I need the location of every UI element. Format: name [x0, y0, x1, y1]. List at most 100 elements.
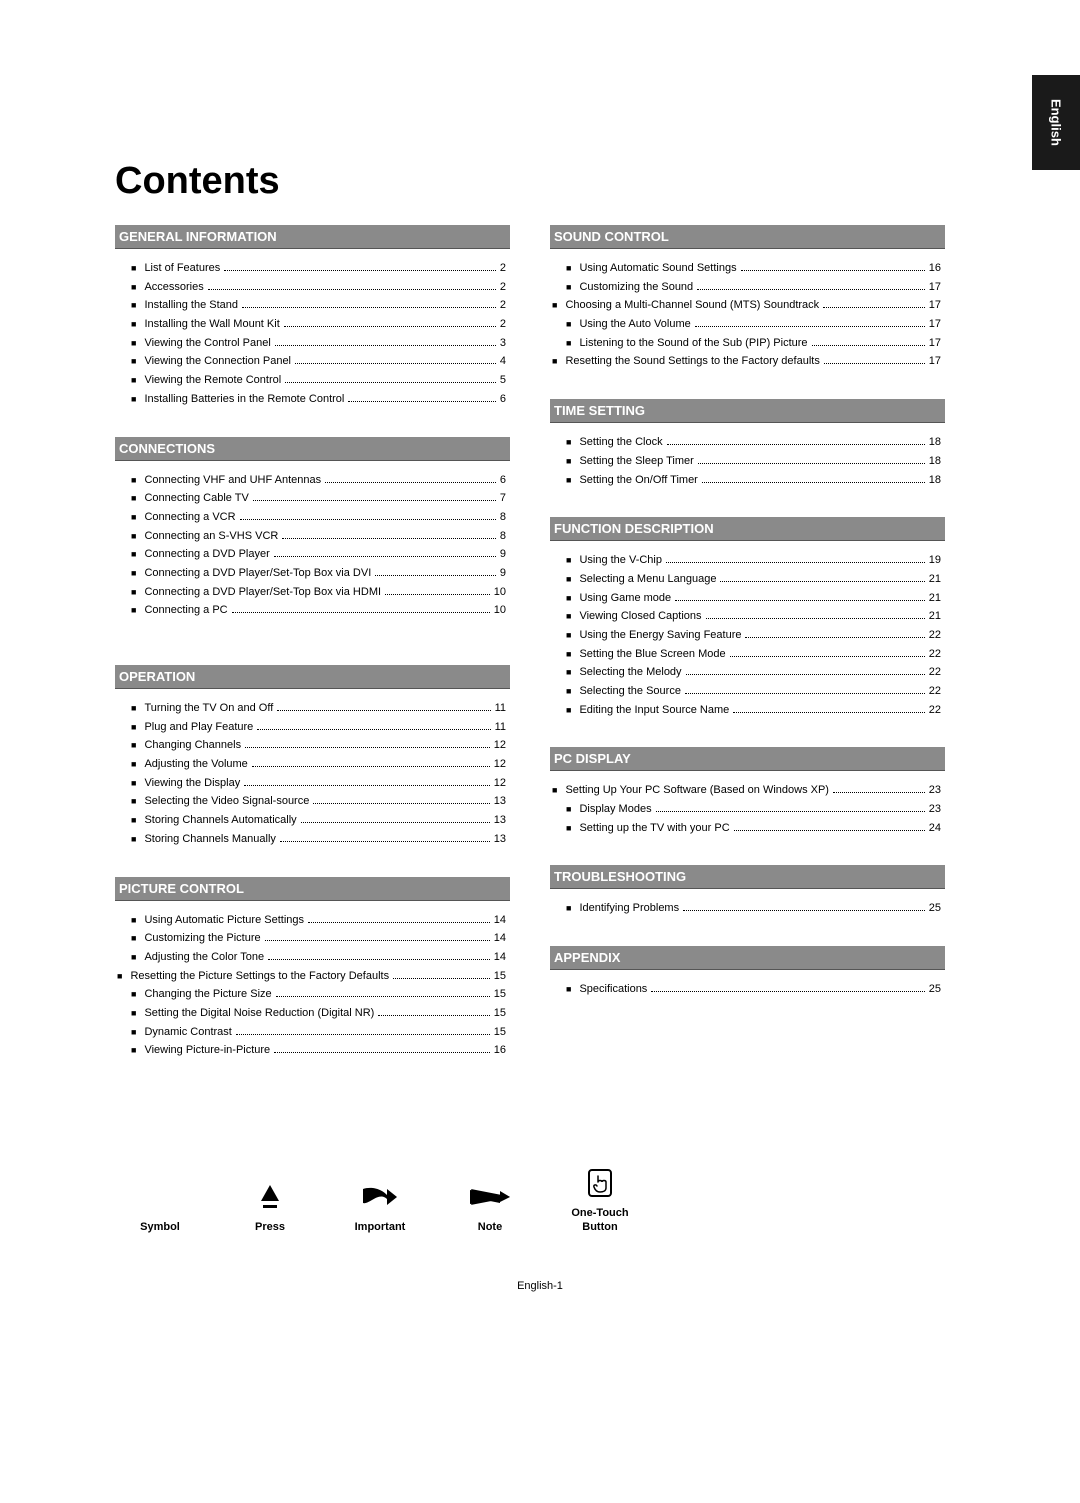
bullet-icon: ■	[552, 783, 557, 798]
toc-item: ■ Resetting the Picture Settings to the F…	[115, 967, 510, 986]
toc-item: ■Turning the TV On and Off11	[115, 699, 510, 718]
leader-dots	[280, 841, 490, 842]
bullet-icon: ■	[552, 354, 557, 369]
leader-dots	[240, 519, 496, 520]
toc-item: ■Connecting a PC10	[115, 601, 510, 620]
toc-item: ■Viewing the Control Panel3	[115, 334, 510, 353]
bullet-icon: ■	[117, 969, 122, 984]
bullet-icon: ■	[131, 813, 136, 828]
toc-label: Listening to the Sound of the Sub (PIP) …	[579, 334, 807, 353]
toc-label: Resetting the Picture Settings to the Fa…	[130, 967, 389, 986]
toc-list: ■Using Automatic Picture Settings14■Cust…	[115, 901, 510, 1061]
toc-page: 16	[929, 259, 941, 278]
section-header: TROUBLESHOOTING	[550, 865, 945, 889]
toc-page: 17	[929, 352, 941, 371]
toc-item: ■Viewing Picture-in-Picture16	[115, 1041, 510, 1060]
toc-label: Using Game mode	[579, 589, 671, 608]
bullet-icon: ■	[566, 336, 571, 351]
leader-dots	[313, 803, 489, 804]
toc-page: 10	[494, 583, 506, 602]
bullet-icon: ■	[131, 720, 136, 735]
toc-section: TIME SETTING■Setting the Clock18■Setting…	[550, 399, 945, 489]
symbol-col-symbol: Symbol	[130, 1182, 190, 1234]
toc-section: PICTURE CONTROL■Using Automatic Picture …	[115, 877, 510, 1061]
toc-page: 13	[494, 792, 506, 811]
bullet-icon: ■	[131, 1025, 136, 1040]
toc-label: Setting the On/Off Timer	[579, 471, 697, 490]
toc-page: 22	[929, 663, 941, 682]
toc-page: 25	[929, 980, 941, 999]
leader-dots	[730, 656, 925, 657]
leader-dots	[833, 792, 925, 793]
bullet-icon: ■	[566, 435, 571, 450]
leader-dots	[274, 1052, 490, 1053]
bullet-icon: ■	[131, 757, 136, 772]
toc-label: Viewing Picture-in-Picture	[144, 1041, 270, 1060]
bullet-icon: ■	[131, 317, 136, 332]
leader-dots	[224, 270, 496, 271]
toc-page: 11	[495, 718, 506, 737]
toc-page: 22	[929, 701, 941, 720]
bullet-icon: ■	[131, 547, 136, 562]
toc-page: 5	[500, 371, 506, 390]
bullet-icon: ■	[131, 298, 136, 313]
toc-label: Connecting a DVD Player	[144, 545, 269, 564]
toc-label: Storing Channels Automatically	[144, 811, 296, 830]
leader-dots	[651, 991, 924, 992]
toc-item: ■Using the Energy Saving Feature22	[550, 626, 945, 645]
toc-section: GENERAL INFORMATION ■List of Features2■Ac…	[115, 225, 510, 409]
toc-label: Using the V-Chip	[579, 551, 662, 570]
toc-item: ■Adjusting the Color Tone14	[115, 948, 510, 967]
toc-page: 12	[494, 736, 506, 755]
leader-dots	[695, 326, 925, 327]
toc-item: ■Editing the Input Source Name22	[550, 701, 945, 720]
toc-item: ■Plug and Play Feature11	[115, 718, 510, 737]
toc-item: ■List of Features2	[115, 259, 510, 278]
toc-page: 12	[494, 774, 506, 793]
bullet-icon: ■	[566, 553, 571, 568]
toc-list: ■Using the V-Chip19■Selecting a Menu Lan…	[550, 541, 945, 719]
leader-dots	[666, 562, 925, 563]
toc-page: 11	[495, 699, 506, 718]
toc-list: ■Connecting VHF and UHF Antennas6■Connec…	[115, 461, 510, 621]
bullet-icon: ■	[131, 354, 136, 369]
toc-label: Viewing the Remote Control	[144, 371, 281, 390]
toc-label: Setting Up Your PC Software (Based on Wi…	[565, 781, 829, 800]
toc-list: ■Specifications25	[550, 970, 945, 999]
toc-label: Installing the Stand	[144, 296, 238, 315]
toc-item: ■Setting up the TV with your PC24	[550, 819, 945, 838]
leader-dots	[686, 674, 925, 675]
bullet-icon: ■	[131, 373, 136, 388]
section-header: GENERAL INFORMATION	[115, 225, 510, 249]
toc-page: 8	[500, 508, 506, 527]
toc-item: ■Connecting a DVD Player9	[115, 545, 510, 564]
toc-page: 18	[929, 471, 941, 490]
toc-label: Selecting the Source	[579, 682, 681, 701]
bullet-icon: ■	[131, 1006, 136, 1021]
toc-page: 17	[929, 296, 941, 315]
bullet-icon: ■	[131, 585, 136, 600]
toc-page: 23	[929, 800, 941, 819]
bullet-icon: ■	[131, 529, 136, 544]
leader-dots	[245, 747, 490, 748]
toc-page: 15	[494, 967, 506, 986]
toc-page: 14	[494, 948, 506, 967]
leader-dots	[208, 289, 496, 290]
toc-item: ■Display Modes23	[550, 800, 945, 819]
toc-item: ■Accessories2	[115, 278, 510, 297]
leader-dots	[277, 710, 490, 711]
toc-label: Selecting the Video Signal-source	[144, 792, 309, 811]
toc-item: ■Viewing the Connection Panel4	[115, 352, 510, 371]
toc-page: 2	[500, 259, 506, 278]
bullet-icon: ■	[566, 901, 571, 916]
toc-item: ■Selecting the Video Signal-source13	[115, 792, 510, 811]
toc-page: 22	[929, 682, 941, 701]
toc-label: Installing the Wall Mount Kit	[144, 315, 279, 334]
leader-dots	[745, 637, 924, 638]
leader-dots	[301, 822, 490, 823]
toc-label: Using Automatic Sound Settings	[579, 259, 736, 278]
toc-page: 10	[494, 601, 506, 620]
toc-item: ■Dynamic Contrast15	[115, 1023, 510, 1042]
toc-page: 13	[494, 811, 506, 830]
toc-item: ■Viewing the Display12	[115, 774, 510, 793]
